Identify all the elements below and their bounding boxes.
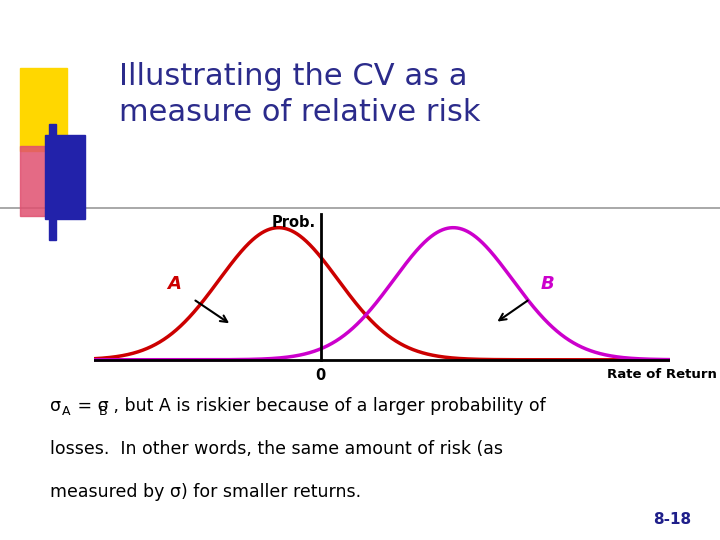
- Text: 8-18: 8-18: [653, 511, 691, 526]
- Text: 0: 0: [315, 368, 325, 383]
- FancyBboxPatch shape: [45, 135, 85, 219]
- Text: measured by σ) for smaller returns.: measured by σ) for smaller returns.: [50, 483, 361, 501]
- Text: A: A: [62, 405, 71, 418]
- Text: B: B: [99, 405, 107, 418]
- Text: A: A: [167, 275, 181, 293]
- FancyBboxPatch shape: [49, 124, 56, 240]
- Text: , but A is riskier because of a larger probability of: , but A is riskier because of a larger p…: [108, 397, 546, 415]
- Text: Prob.: Prob.: [271, 215, 315, 230]
- FancyBboxPatch shape: [20, 146, 60, 216]
- Text: σ: σ: [50, 397, 61, 415]
- Text: Illustrating the CV as a
measure of relative risk: Illustrating the CV as a measure of rela…: [119, 62, 480, 127]
- Text: losses.  In other words, the same amount of risk (as: losses. In other words, the same amount …: [50, 440, 503, 458]
- Text: B: B: [541, 275, 554, 293]
- Text: Rate of Return (%): Rate of Return (%): [607, 368, 720, 381]
- FancyBboxPatch shape: [20, 68, 67, 151]
- Text: = σ: = σ: [72, 397, 109, 415]
